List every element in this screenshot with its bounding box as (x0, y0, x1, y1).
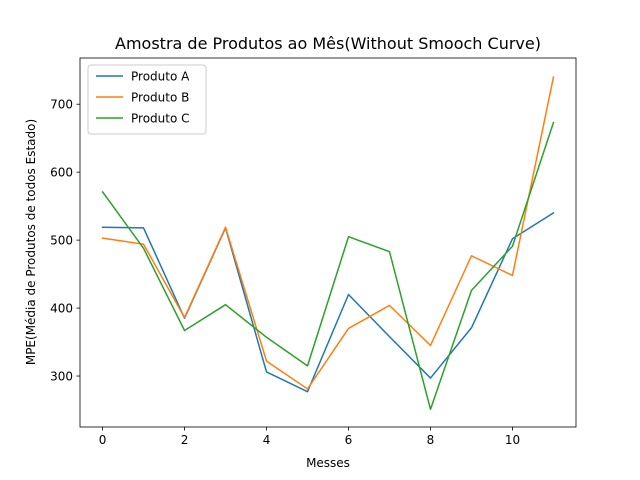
x-tick-label: 0 (99, 433, 107, 447)
y-tick-label: 600 (50, 166, 73, 180)
legend-label-3: Produto C (131, 112, 190, 126)
legend-box (87, 64, 207, 135)
y-tick-label: 300 (50, 370, 73, 384)
legend-label-1: Produto A (131, 70, 190, 84)
y-tick-label: 700 (50, 98, 73, 112)
x-tick-label: 6 (345, 433, 353, 447)
y-tick-label: 400 (50, 302, 73, 316)
x-tick-label: 4 (263, 433, 271, 447)
legend-label-2: Produto B (131, 91, 189, 105)
legend: Produto A Produto B Produto C (87, 64, 207, 135)
y-tick-label: 500 (50, 234, 73, 248)
series-line-1 (101, 211, 555, 393)
axes-frame (79, 57, 577, 428)
series-line-3 (101, 121, 555, 411)
x-tick-label: 8 (427, 433, 435, 447)
y-axis-label: MPE(Média de Produtos de todos Estado) (24, 119, 38, 365)
chart-title: Amostra de Produtos ao Mês(Without Smooc… (115, 34, 541, 53)
x-tick-label: 10 (505, 433, 520, 447)
series-line-2 (101, 76, 555, 390)
x-tick-label: 2 (181, 433, 189, 447)
x-axis-label: Messes (306, 456, 350, 470)
plot-area: 0 2 4 6 8 10 300 400 500 600 700 (50, 57, 577, 447)
